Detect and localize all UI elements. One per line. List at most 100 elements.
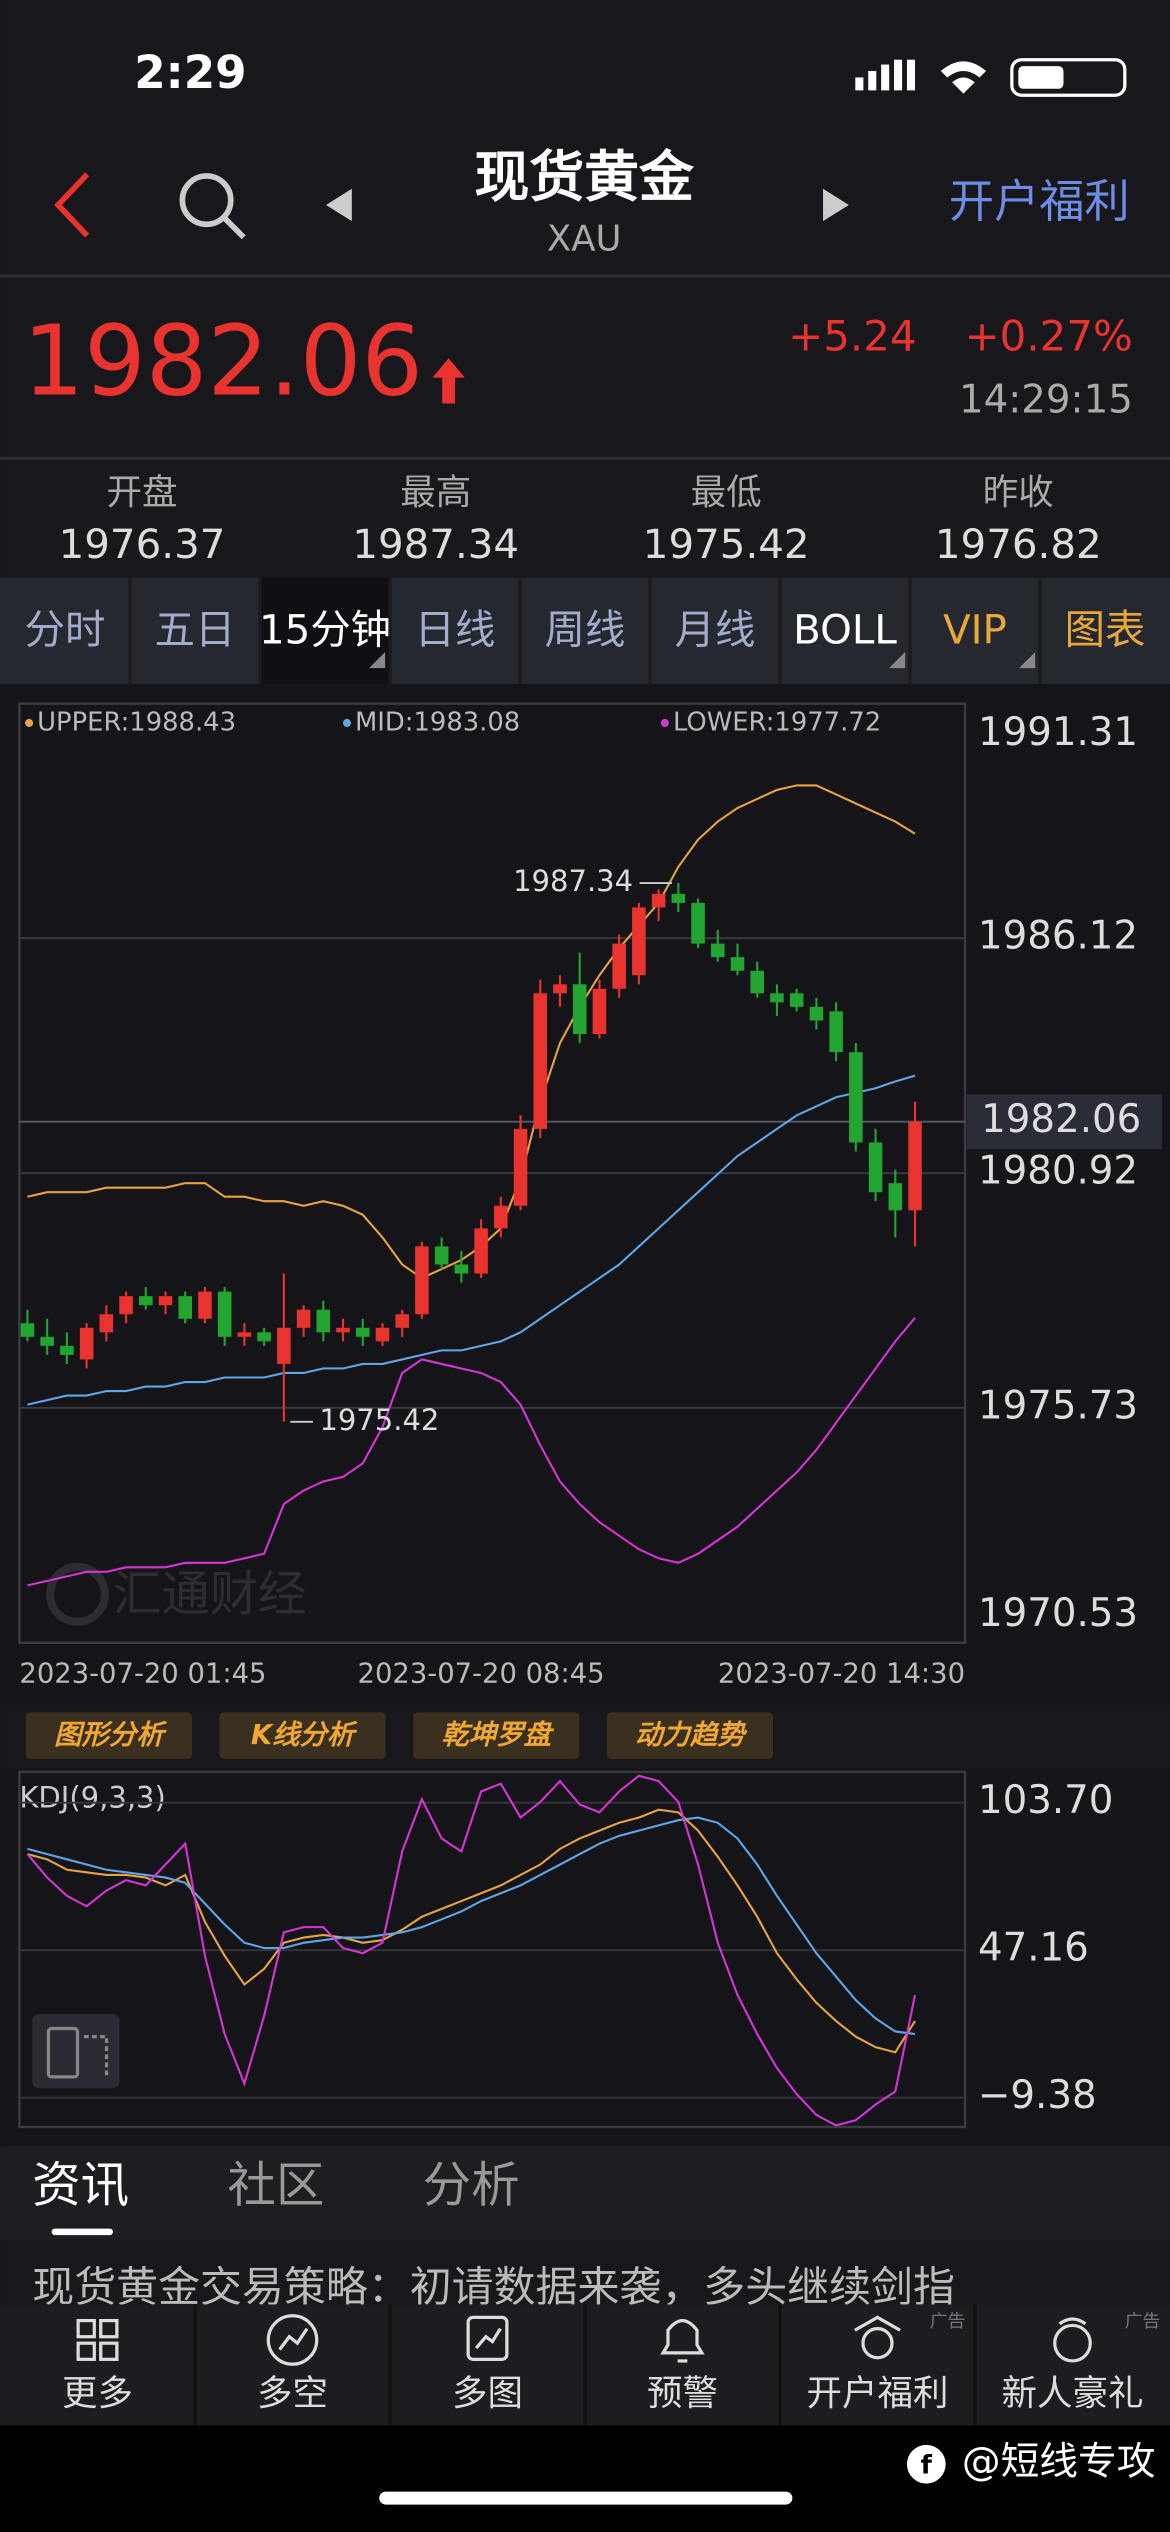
stat-label: 昨收: [983, 472, 1054, 513]
back-button[interactable]: [54, 172, 90, 238]
candle-body: [139, 1296, 153, 1306]
analysis-button-bg: [219, 1712, 386, 1760]
candle-body: [198, 1291, 212, 1319]
candle-body: [277, 1327, 291, 1364]
x-tick-label: 2023-07-20 08:45: [358, 1659, 605, 1690]
stat-value: 1987.34: [352, 521, 519, 568]
candle-body: [710, 943, 725, 958]
kdj-line: [26, 1774, 917, 2127]
x-tick-label: 2023-07-20 01:45: [19, 1659, 266, 1690]
change: +5.24: [788, 311, 917, 360]
tab[interactable]: 日线: [415, 607, 496, 654]
boll-line: [27, 1074, 916, 1406]
y-tick-label: 1970.53: [978, 1591, 1138, 1636]
candle-body: [60, 1345, 74, 1355]
tab-selected-bg: [260, 577, 391, 685]
tabs: 分时 五日 15分钟 日线 周线 月线 BOLL VIP 图表: [25, 577, 1146, 685]
nav-icon: [76, 2318, 119, 2361]
candle-body: [415, 1246, 429, 1315]
candle-body: [237, 1332, 252, 1337]
watermark-logo: [46, 1562, 109, 1626]
candle-body: [513, 1128, 528, 1206]
promo-link[interactable]: 开户福利: [949, 175, 1130, 228]
candle-body: [612, 943, 626, 989]
candle-body: [888, 1183, 903, 1211]
nav-label[interactable]: 多图: [452, 2373, 523, 2414]
candle-body: [158, 1296, 173, 1306]
y-tick-label: −9.38: [978, 2073, 1097, 2118]
tab-indicator: [51, 2228, 113, 2236]
tab[interactable]: 图表: [1065, 607, 1146, 654]
nav-icon: [466, 2315, 509, 2361]
candle-body: [395, 1314, 409, 1328]
tab[interactable]: BOLL: [793, 607, 897, 654]
news-tab[interactable]: 资讯: [32, 2157, 129, 2213]
analysis-button-bg: [606, 1712, 774, 1760]
candle-body: [474, 1228, 488, 1274]
stat-label: 开盘: [107, 472, 178, 513]
candle-body: [809, 1006, 824, 1021]
tab[interactable]: VIP: [943, 607, 1007, 654]
legend-dot: [342, 718, 352, 728]
change-pct: +0.27%: [964, 311, 1132, 360]
candle-body: [553, 984, 567, 994]
analysis-button[interactable]: 乾坤罗盘: [441, 1720, 554, 1751]
watermark: @短线专攻: [962, 2440, 1156, 2485]
candle-body: [849, 1052, 863, 1143]
boll-line: [27, 1317, 916, 1587]
legend-label: MID:1983.08: [355, 707, 520, 737]
nav-label[interactable]: 开户福利: [806, 2373, 948, 2414]
nav-label[interactable]: 多空: [257, 2373, 328, 2414]
up-arrow: [432, 358, 465, 404]
subtitle: XAU: [547, 218, 622, 259]
orientation-button[interactable]: [32, 2013, 120, 2089]
analysis-button-bg: [25, 1712, 193, 1760]
tab[interactable]: 周线: [545, 607, 626, 654]
analysis-button[interactable]: 图形分析: [54, 1720, 167, 1751]
news-tab[interactable]: 分析: [423, 2157, 520, 2213]
legend-dot: [660, 718, 669, 728]
tab[interactable]: 分时: [25, 607, 106, 654]
news-tab-bar: [0, 2146, 1170, 2240]
prev-button[interactable]: [325, 188, 352, 222]
y-tick-label: 103.70: [978, 1778, 1113, 1823]
svg-text:f: f: [921, 2450, 933, 2480]
candle-body: [296, 1309, 311, 1328]
tab[interactable]: 五日: [155, 607, 236, 654]
news-headline[interactable]: 现货黄金交易策略：初请数据来袭，多头继续剑指: [32, 2262, 955, 2311]
last-price-box: [966, 1094, 1162, 1150]
search-button[interactable]: [179, 173, 246, 240]
candle-body: [829, 1011, 843, 1053]
nav-label[interactable]: 新人豪礼: [1001, 2373, 1143, 2414]
next-button[interactable]: [823, 188, 849, 222]
nav-label[interactable]: 预警: [647, 2373, 718, 2414]
analysis-button-bg: [413, 1712, 580, 1760]
stat-value: 1976.37: [59, 521, 226, 568]
chart-watermark: 汇通财经: [113, 1567, 307, 1623]
nav-icon: [1053, 2317, 1092, 2363]
nav-icon: [266, 2314, 319, 2366]
news-tab[interactable]: 社区: [228, 2157, 325, 2213]
nav-icon: [854, 2315, 901, 2360]
analysis-button[interactable]: 动力趋势: [635, 1720, 748, 1751]
candle-body: [20, 1323, 35, 1337]
y-tick-label: 1986.12: [978, 914, 1138, 959]
status-icons: [855, 58, 1127, 97]
candle-body: [178, 1296, 193, 1319]
nav-label[interactable]: 更多: [62, 2373, 133, 2414]
tab[interactable]: 15分钟: [259, 607, 391, 654]
candle-body: [908, 1121, 922, 1211]
candle-body: [494, 1205, 508, 1229]
last-price-label: 1982.06: [981, 1097, 1141, 1142]
price-chart: 汇通财经 1991.31 1986.12 1980.92 1975.73 1970.53 1…: [18, 702, 1162, 1690]
candle-body: [217, 1291, 232, 1337]
candle-body: [533, 993, 548, 1129]
candle-body: [671, 893, 686, 903]
analysis-button[interactable]: K线分析: [251, 1720, 358, 1751]
ad-badge: 广告: [930, 2311, 966, 2332]
boll-line: [27, 784, 916, 1280]
candle-body: [730, 957, 745, 971]
kdj-area: [0, 1768, 1170, 2147]
tab[interactable]: 月线: [675, 607, 756, 654]
